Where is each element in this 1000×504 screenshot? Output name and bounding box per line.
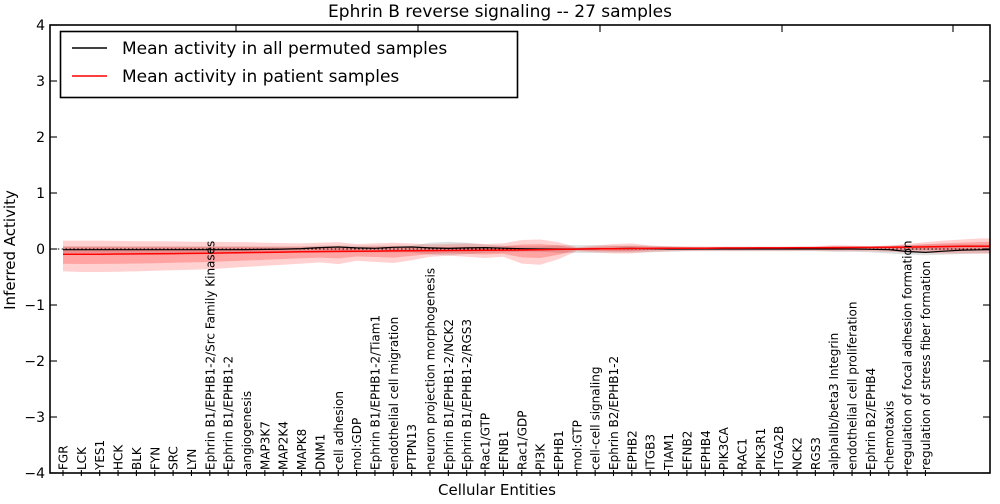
x-category-label: Ephrin B2/EPHB1-2 (607, 356, 621, 470)
x-category-label: ITGA2B (772, 426, 786, 470)
x-category-label: PTPN13 (405, 424, 419, 470)
x-category-label: Ephrin B1/EPHB1-2/NCK2 (442, 319, 456, 470)
x-category-label: Ephrin B1/EPHB1-2/Tiam1 (369, 315, 383, 470)
permuted-mean-line (63, 246, 990, 254)
x-category-label: LYN (185, 449, 199, 470)
patient-mean-line (63, 245, 990, 256)
x-category-label: regulation of focal adhesion formation (901, 241, 915, 470)
x-category-label: FGR (57, 445, 71, 470)
y-tick-label: −4 (24, 466, 45, 482)
x-category-label: RGS3 (809, 437, 823, 470)
x-category-label: Ephrin B2/EPHB4 (864, 368, 878, 470)
chart-title: Ephrin B reverse signaling -- 27 samples (328, 2, 672, 22)
x-category-label: Ephrin B1/EPHB1-2 (222, 356, 236, 470)
axis-ticks (50, 24, 990, 476)
x-category-label: EFNB2 (680, 431, 694, 470)
x-category-label: PIK3R1 (754, 428, 768, 470)
x-category-label: EPHB2 (625, 430, 639, 470)
x-category-label: TIAM1 (662, 433, 676, 471)
confidence-bands (63, 238, 990, 272)
y-tick-label: 2 (36, 130, 45, 146)
x-category-label: alphaIIb/beta3 Integrin (827, 333, 841, 470)
y-tick-label: −2 (24, 354, 45, 370)
y-tick-label: −1 (24, 298, 45, 314)
x-category-label: angiogenesis (240, 391, 254, 470)
x-category-label: EPHB4 (699, 430, 713, 470)
x-category-labels: FGR LCK YES1 HCK BLK FYN SRC LYN Ephrin B1/EPHB1… (57, 241, 934, 471)
x-category-label: regulation of stress fiber formation (919, 261, 933, 470)
x-category-label: MAPK8 (295, 429, 309, 470)
x-category-label: FYN (148, 447, 162, 470)
patient-range-band-outer (63, 238, 990, 272)
x-category-label: chemotaxis (882, 401, 896, 470)
x-category-label: neuron projection morphogenesis (424, 268, 438, 470)
legend: Mean activity in all permuted samples Me… (59, 30, 519, 99)
x-category-label: cell-cell signaling (589, 367, 603, 471)
x-category-label: cell adhesion (332, 391, 346, 470)
x-category-label: PI3K (534, 443, 548, 470)
x-category-label: DNM1 (313, 434, 327, 470)
mean-lines (63, 245, 990, 256)
y-tick-labels: 4 3 2 1 0 −1 −2 −3 −4 (24, 18, 45, 482)
x-category-label: EPHB1 (552, 430, 566, 470)
y-tick-label: 4 (36, 18, 45, 34)
x-category-label: MAP3K7 (258, 421, 272, 470)
y-tick-label: 1 (36, 186, 45, 202)
x-category-label: LCK (75, 446, 89, 470)
x-category-label: SRC (167, 446, 181, 470)
x-category-label: ITGB3 (644, 434, 658, 470)
x-category-label: YES1 (93, 440, 107, 471)
legend-label-patient: Mean activity in patient samples (122, 67, 399, 87)
x-category-label: Rac1/GDP (515, 411, 529, 470)
legend-label-permuted: Mean activity in all permuted samples (122, 39, 447, 59)
x-category-label: endothelial cell proliferation (846, 302, 860, 470)
x-category-label: mol:GTP (570, 420, 584, 470)
y-tick-label: 3 (36, 74, 45, 90)
y-axis-label: Inferred Activity (1, 190, 19, 310)
x-category-label: Rac1/GTP (479, 413, 493, 470)
x-category-label: Ephrin B1/EPHB1-2/Src Family Kinases (203, 241, 217, 470)
x-category-label: mol:GDP (350, 418, 364, 470)
x-category-label: PIK3CA (717, 426, 731, 470)
legend-box (59, 30, 519, 99)
x-category-label: EFNB1 (497, 431, 511, 470)
x-category-label: endothelial cell migration (387, 317, 401, 470)
x-category-label: MAP2K4 (277, 421, 291, 470)
y-tick-label: 0 (36, 242, 45, 258)
x-category-label: RAC1 (736, 438, 750, 470)
x-category-label: HCK (112, 444, 126, 470)
y-tick-label: −3 (24, 410, 45, 426)
x-category-label: NCK2 (791, 437, 805, 470)
x-category-label: Ephrin B1/EPHB1-2/RGS3 (460, 319, 474, 470)
x-category-label: BLK (130, 446, 144, 470)
x-axis-label: Cellular Entities (438, 481, 556, 499)
